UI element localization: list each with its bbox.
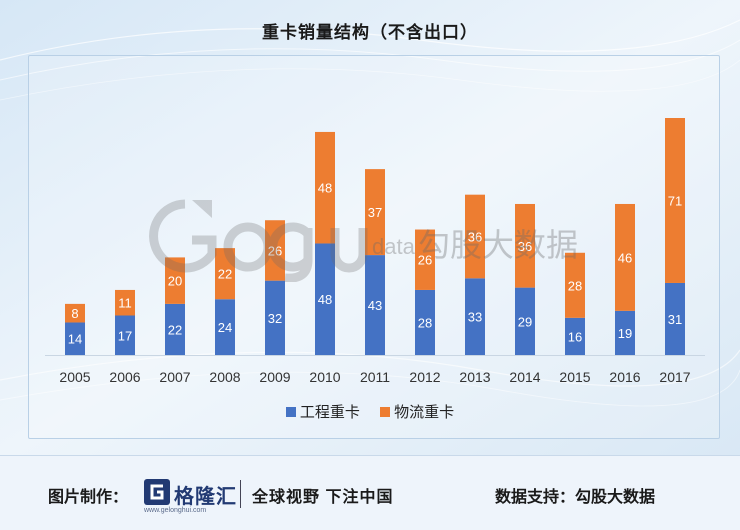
bar-logistics-2011 (365, 169, 385, 256)
data-label-logistics-2016: 46 (618, 250, 632, 265)
brand-slogan: 全球视野 下注中国 (252, 489, 394, 506)
data-label-logistics-2006: 11 (118, 296, 132, 311)
data-label-logistics-2010: 48 (318, 181, 332, 196)
data-label-engineering-2008: 24 (218, 320, 232, 335)
x-tick-label-2017: 2017 (659, 369, 690, 385)
x-tick-label-2010: 2010 (309, 369, 340, 385)
bar-logistics-2005 (65, 303, 85, 323)
brand-url: www.gelonghui.com (144, 507, 207, 514)
footer: 图片制作： 格隆汇 www.gelonghui.com 全球视野 下注中国 数据… (0, 456, 740, 530)
bar-engineering-2012 (415, 289, 435, 355)
data-label-logistics-2008: 22 (218, 267, 232, 282)
support-label: 数据支持： (495, 489, 576, 506)
bar-logistics-2007 (165, 257, 185, 304)
made-by-label: 图片制作： (48, 489, 129, 506)
bar-logistics-2016 (615, 203, 635, 311)
stacked-bar-chart: 14 8 17 11 22 20 24 22 32 26 48 48 43 37 28 26 33 36 29 36 1… (45, 118, 705, 385)
x-tick-label-2015: 2015 (559, 369, 590, 385)
bar-engineering-2006 (115, 315, 135, 355)
x-tick-label-2006: 2006 (109, 369, 140, 385)
bar-engineering-2007 (165, 303, 185, 355)
data-label-logistics-2007: 20 (168, 274, 182, 289)
legend-swatch-engineering (285, 407, 296, 417)
x-tick-label-2011: 2011 (360, 369, 390, 385)
bar-engineering-2009 (265, 280, 285, 355)
bar-logistics-2006 (115, 289, 135, 316)
bar-logistics-2014 (515, 203, 535, 288)
legend-item-logistics: 物流重卡 (380, 401, 454, 422)
x-tick-label-2016: 2016 (609, 369, 640, 385)
data-label-logistics-2017: 71 (668, 193, 682, 208)
x-axis: 2005 2006 2007 2008 2009 2010 2011 2012 2013 2014… (45, 355, 705, 385)
bar-engineering-2014 (515, 287, 535, 355)
data-label-logistics-2013: 36 (468, 230, 482, 245)
chart-legend: 工程重卡 物流重卡 (0, 401, 740, 422)
x-tick-label-2012: 2012 (409, 369, 440, 385)
bar-engineering-2013 (465, 278, 485, 355)
bar-logistics-2017 (665, 118, 685, 283)
bar-logistics-2012 (415, 229, 435, 290)
data-label-logistics-2011: 37 (368, 205, 382, 220)
data-label-logistics-2014: 36 (518, 239, 532, 254)
x-tick-label-2009: 2009 (259, 369, 290, 385)
bar-logistics-2015 (565, 252, 585, 318)
support-name: 勾股大数据 (575, 489, 656, 506)
bar-engineering-2015 (565, 317, 585, 355)
chart-title: 重卡销量结构（不含出口） (262, 23, 478, 42)
legend-item-engineering: 工程重卡 (285, 401, 360, 422)
legend-label-logistics: 物流重卡 (394, 404, 455, 421)
brand-divider (240, 480, 241, 508)
bar-engineering-2016 (615, 310, 635, 355)
data-label-logistics-2015: 28 (568, 278, 582, 293)
data-label-engineering-2009: 32 (268, 311, 282, 326)
data-label-engineering-2010: 48 (318, 292, 332, 307)
data-label-engineering-2005: 14 (68, 332, 82, 347)
bar-engineering-2005 (65, 322, 85, 355)
data-label-engineering-2012: 28 (418, 315, 432, 330)
x-tick-label-2008: 2008 (209, 369, 240, 385)
data-label-engineering-2007: 22 (168, 322, 182, 337)
data-label-logistics-2005: 8 (71, 306, 78, 321)
bar-engineering-2010 (315, 243, 335, 355)
bar-logistics-2010 (315, 131, 335, 244)
bar-engineering-2008 (215, 299, 235, 355)
gelonghui-logo-icon (144, 479, 170, 505)
data-label-engineering-2013: 33 (468, 310, 482, 325)
legend-label-engineering: 工程重卡 (299, 404, 360, 421)
footer-divider (0, 455, 740, 456)
legend-swatch-logistics (380, 407, 391, 417)
bars-layer: 14 8 17 11 22 20 24 22 32 26 48 48 43 37 28 26 33 36 29 36 1… (65, 118, 685, 355)
bar-engineering-2011 (365, 255, 385, 355)
bar-logistics-2013 (465, 194, 485, 279)
data-label-engineering-2014: 29 (518, 314, 532, 329)
bar-logistics-2008 (215, 248, 235, 300)
bar-engineering-2017 (665, 282, 685, 355)
x-tick-label-2007: 2007 (159, 369, 190, 385)
data-label-logistics-2009: 26 (268, 243, 282, 258)
data-label-engineering-2011: 43 (368, 298, 382, 313)
data-label-engineering-2006: 17 (118, 328, 132, 343)
x-tick-label-2005: 2005 (59, 369, 90, 385)
data-label-engineering-2016: 19 (618, 326, 632, 341)
bar-logistics-2009 (265, 220, 285, 281)
x-tick-label-2014: 2014 (509, 369, 540, 385)
data-label-engineering-2015: 16 (568, 329, 582, 344)
brand-name: 格隆汇 (174, 486, 237, 508)
data-support: 数据支持：勾股大数据 (495, 483, 655, 507)
data-label-engineering-2017: 31 (668, 312, 682, 327)
x-tick-label-2013: 2013 (459, 369, 490, 385)
data-label-logistics-2012: 26 (418, 253, 432, 268)
